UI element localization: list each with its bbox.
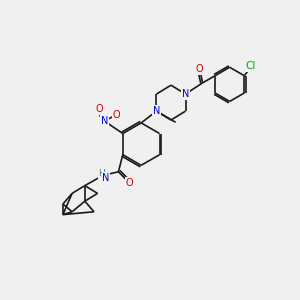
Text: O: O xyxy=(196,64,203,74)
Text: Cl: Cl xyxy=(246,61,256,71)
Text: O: O xyxy=(112,110,120,120)
Text: N: N xyxy=(182,89,189,99)
Text: N: N xyxy=(102,173,110,183)
Text: H: H xyxy=(98,169,105,178)
Text: O: O xyxy=(95,104,103,114)
Text: N: N xyxy=(153,106,160,116)
Text: N: N xyxy=(101,116,108,126)
Text: O: O xyxy=(126,178,134,188)
